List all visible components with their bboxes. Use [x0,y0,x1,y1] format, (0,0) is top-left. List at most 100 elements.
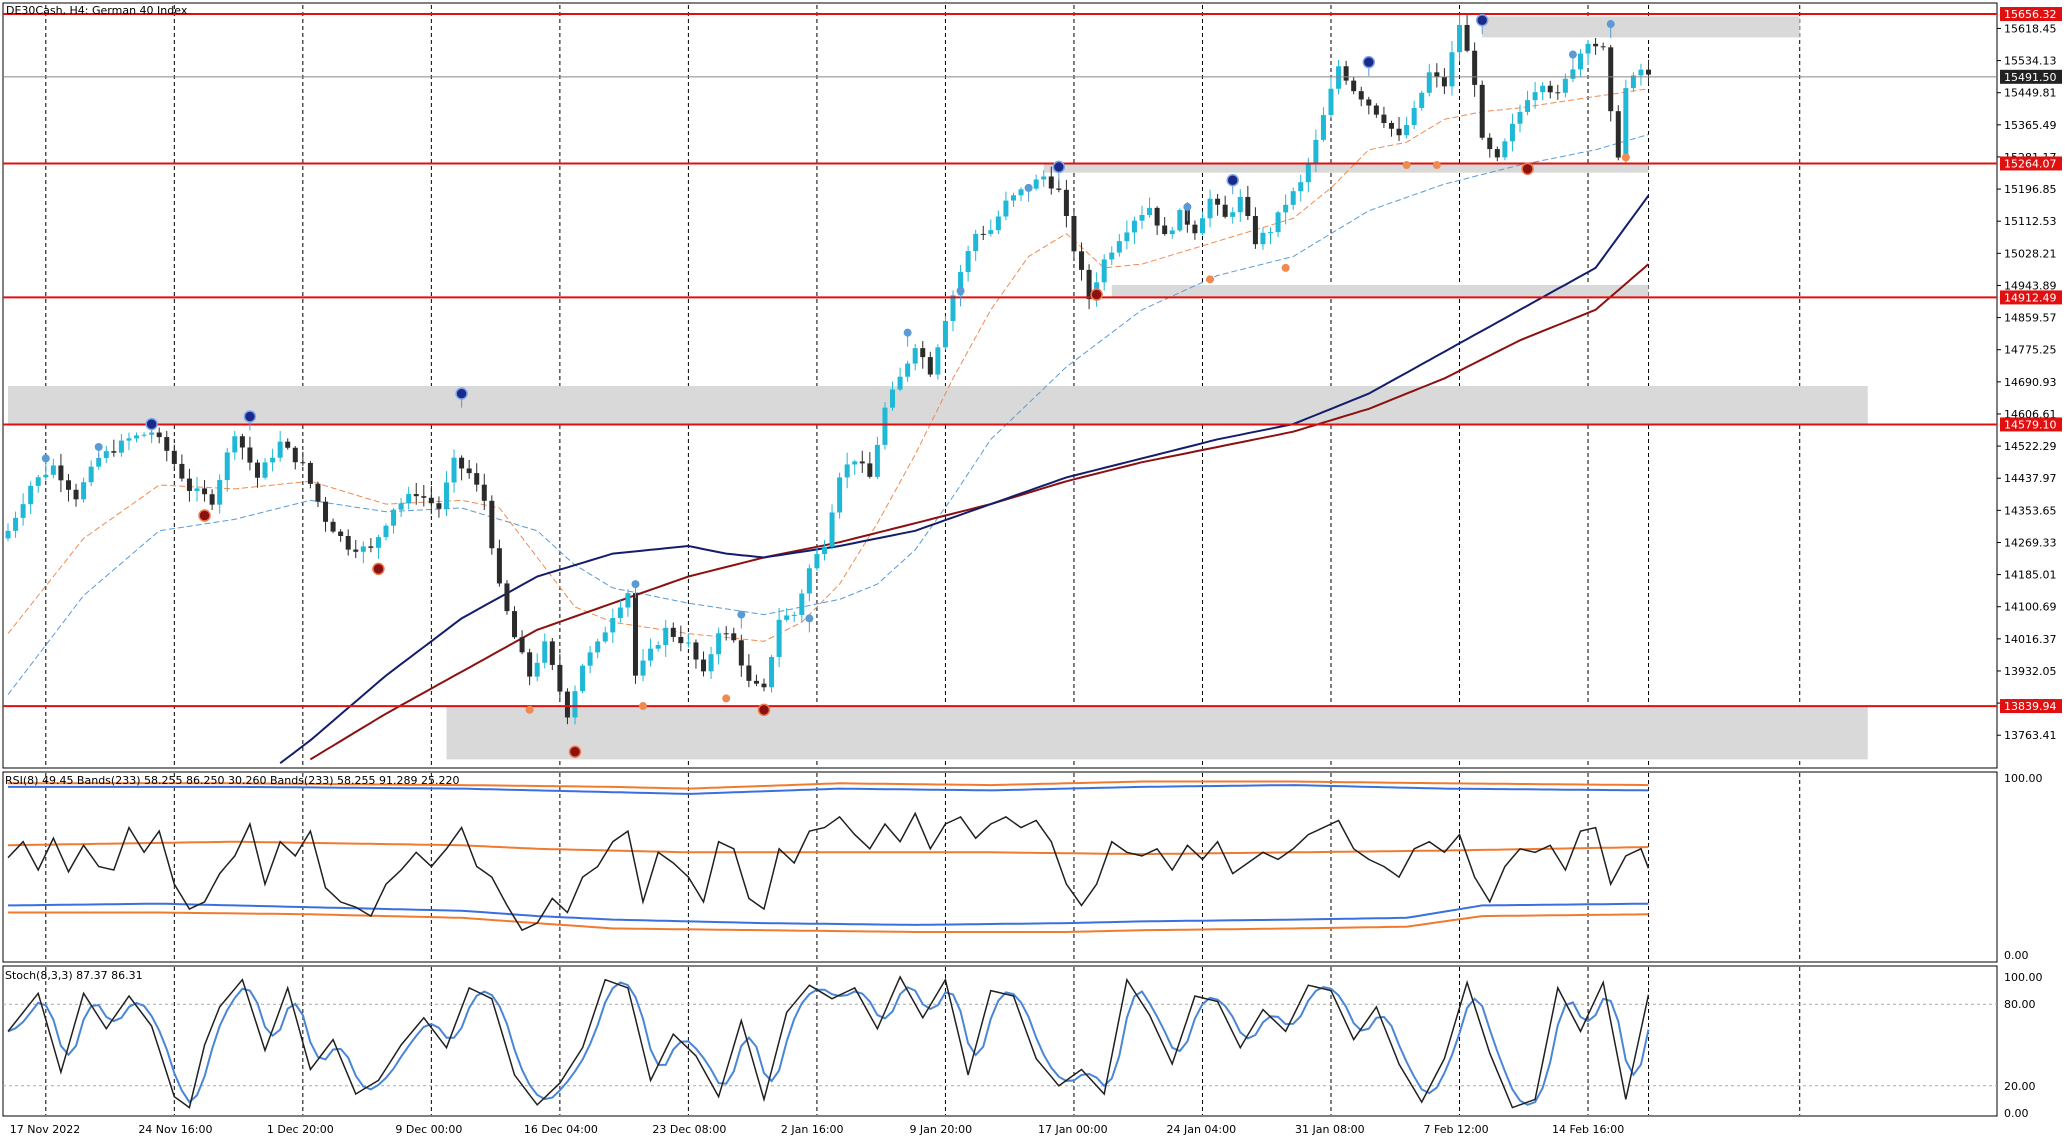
candle-body-136 [1033,179,1039,189]
candle-body-211 [1600,46,1606,48]
candle-body-169 [1283,204,1289,213]
candle-body-190 [1441,76,1447,87]
fractal-low-4 [639,702,648,711]
fractal-low-2 [525,705,534,714]
candle-body-44 [338,531,344,536]
stoch-tick-label-1: 80.00 [2004,998,2036,1011]
time-axis-labels: 17 Nov 2022 24 Nov 16:00 1 Dec 20:00 9 Dec … [10,1123,1624,1136]
candle-body-8 [65,480,71,490]
level-label-2: 14912.49 [2004,291,2057,304]
candle-body-155 [1177,209,1183,231]
candle-body-212 [1608,47,1614,112]
candle-body-71 [542,641,548,663]
rsi-series-0 [7,811,1650,932]
candle-body-31 [239,436,245,448]
candle-body-89 [678,636,684,644]
price-tick-label-14: 14437.97 [2004,472,2057,485]
candle-body-90 [685,642,691,644]
candle-body-59 [451,457,457,483]
candle-body-37 [285,441,291,448]
stoch-tick-label-0: 100.00 [2004,971,2043,984]
candle-body-206 [1562,78,1568,93]
rsi-series-4 [8,902,1649,926]
candle-body-116 [882,407,888,445]
candle-body-120 [912,348,918,364]
fractal-high-1 [94,442,103,451]
candle-body-148 [1124,232,1130,242]
candle-body-181 [1373,105,1379,115]
candle-body-149 [1131,220,1137,233]
candle-body-77 [587,652,593,666]
candle-body-201 [1525,100,1531,112]
candle-body-22 [171,450,177,464]
candle-body-68 [519,637,525,653]
candle-body-207 [1570,69,1576,79]
candle-body-122 [927,357,933,375]
candle-body-73 [557,664,563,692]
stoch-signal-line [7,981,1650,1106]
candle-body-123 [935,347,941,375]
fractal-low-marked-7 [1090,288,1103,301]
current-price-box [2000,69,2062,84]
candle-body-189 [1434,72,1440,77]
candle-body-36 [277,441,283,458]
candle-body-60 [459,457,465,469]
candle-body-53 [406,494,412,504]
candle-body-23 [179,463,185,479]
candle-body-185 [1404,125,1410,136]
candle-body-58 [443,482,449,509]
stoch-tick-label-3: 0.00 [2004,1107,2029,1120]
candle-body-111 [844,464,850,478]
candle-body-110 [837,477,843,513]
candle-body-87 [663,627,669,646]
price-tick-label-13: 14522.29 [2004,440,2057,453]
candle-body-94 [716,633,722,655]
candle-body-65 [496,548,502,584]
candle-body-76 [580,665,586,692]
fractal-high-marked-11 [1052,160,1066,174]
fractal-high-16 [1568,50,1577,59]
candle-body-138 [1048,176,1054,189]
candle-body-210 [1593,43,1599,47]
candle-body-127 [965,251,971,273]
supply-demand-zones [8,16,1868,760]
candle-body-1 [13,517,19,531]
candle-body-54 [413,494,419,497]
candle-body-84 [640,660,646,676]
level-label-0: 15656.32 [2004,8,2057,21]
candle-body-176 [1336,66,1342,89]
fractal-high-marked-3 [243,410,257,423]
horizontal-levels [3,13,1997,708]
x-tick-label-3: 9 Dec 00:00 [395,1123,462,1136]
rsi-indicator [7,780,1650,933]
candle-body-165 [1252,215,1258,245]
candle-body-166 [1260,232,1266,245]
candle-body-106 [806,568,812,594]
ema-fast-line [7,88,1649,642]
candle-body-66 [504,583,510,612]
candle-body-74 [564,691,570,718]
candle-body-152 [1154,207,1160,226]
x-tick-label-7: 9 Jan 20:00 [909,1123,972,1136]
x-tick-label-5: 23 Dec 08:00 [652,1123,726,1136]
candle-body-20 [156,432,162,438]
candle-body-182 [1381,114,1387,124]
x-tick-label-1: 24 Nov 16:00 [138,1123,212,1136]
candle-body-104 [791,614,797,616]
level-label-4: 13839.94 [2004,700,2057,713]
fractal-high-17 [1606,20,1615,29]
candle-body-160 [1215,198,1221,205]
candle-body-208 [1577,53,1583,70]
fractal-low-marked-0 [198,509,211,522]
candle-body-139 [1056,188,1062,190]
candle-body-167 [1268,232,1274,234]
candle-body-129 [980,233,986,235]
x-tick-label-10: 31 Jan 08:00 [1295,1123,1365,1136]
candle-body-96 [731,633,737,641]
price-tick-label-6: 15112.53 [2004,215,2057,228]
price-axis-labels: 15618.4515534.1315449.8115365.4915281.17… [1997,7,2062,1120]
candle-body-33 [254,462,260,478]
candle-body-24 [186,478,192,491]
price-panel-frame [2,2,1998,769]
